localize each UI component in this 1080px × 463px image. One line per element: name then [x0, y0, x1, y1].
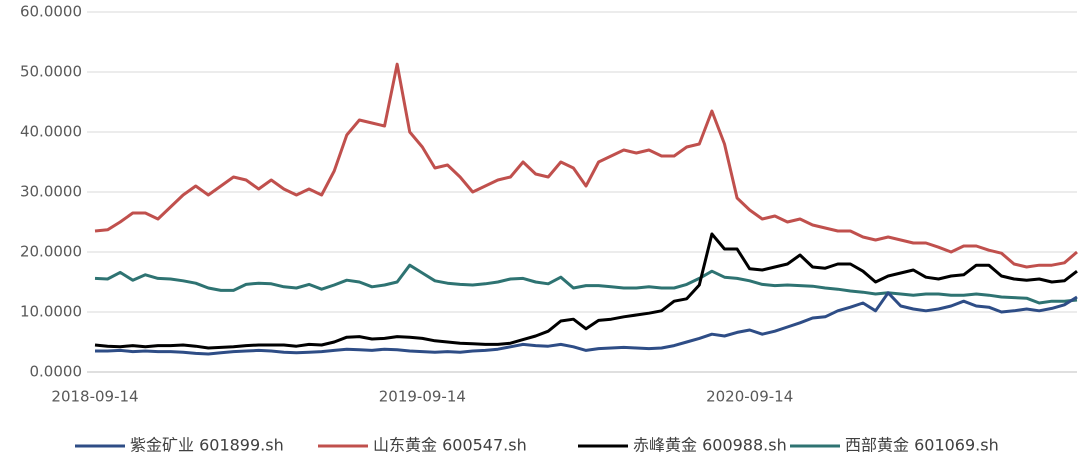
legend-label: 山东黄金 600547.sh — [373, 436, 527, 455]
x-tick-label: 2018-09-14 — [51, 388, 138, 406]
y-tick-label: 30.0000 — [20, 183, 82, 201]
legend-label: 西部黄金 601069.sh — [845, 436, 999, 455]
series-line — [94, 62, 1078, 269]
y-tick-label: 40.0000 — [20, 123, 82, 141]
series-line — [94, 263, 1078, 305]
y-tick-label: 50.0000 — [20, 63, 82, 81]
x-tick-label: 2019-09-14 — [379, 388, 466, 406]
series-line — [95, 291, 1078, 356]
legend-label: 紫金矿业 601899.sh — [130, 436, 284, 455]
series-line — [94, 232, 1078, 350]
y-tick-label: 10.0000 — [20, 303, 82, 321]
y-tick-label: 60.0000 — [20, 3, 82, 21]
x-tick-label: 2020-09-14 — [706, 388, 793, 406]
y-tick-label: 0.0000 — [30, 363, 83, 381]
y-tick-label: 20.0000 — [20, 243, 82, 261]
legend-label: 赤峰黄金 600988.sh — [633, 436, 787, 455]
